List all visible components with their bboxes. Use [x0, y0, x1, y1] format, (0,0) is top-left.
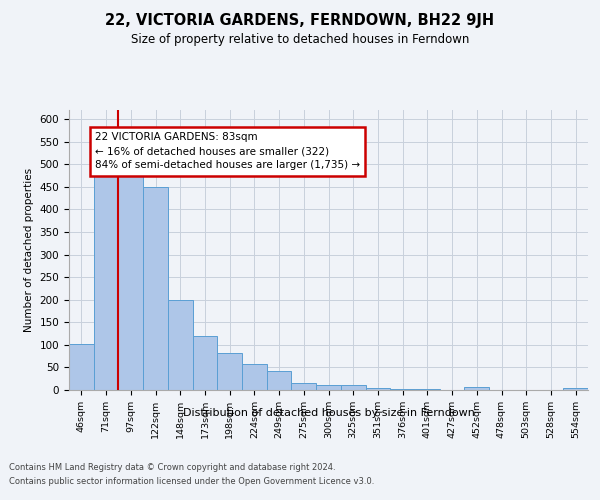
Y-axis label: Number of detached properties: Number of detached properties	[24, 168, 34, 332]
Bar	[464, 388, 489, 390]
Bar	[390, 389, 415, 390]
Bar	[143, 187, 168, 390]
Text: Contains HM Land Registry data © Crown copyright and database right 2024.: Contains HM Land Registry data © Crown c…	[9, 462, 335, 471]
Text: Contains public sector information licensed under the Open Government Licence v3: Contains public sector information licen…	[9, 478, 374, 486]
Bar	[242, 364, 267, 390]
Bar	[563, 388, 588, 390]
Bar	[118, 170, 143, 390]
Bar	[341, 386, 365, 390]
Bar	[316, 386, 341, 390]
Bar	[415, 389, 440, 390]
Text: 22, VICTORIA GARDENS, FERNDOWN, BH22 9JH: 22, VICTORIA GARDENS, FERNDOWN, BH22 9JH	[106, 12, 494, 28]
Bar	[267, 371, 292, 390]
Bar	[193, 336, 217, 390]
Text: 22 VICTORIA GARDENS: 83sqm
← 16% of detached houses are smaller (322)
84% of sem: 22 VICTORIA GARDENS: 83sqm ← 16% of deta…	[95, 132, 360, 170]
Bar	[292, 383, 316, 390]
Bar	[365, 388, 390, 390]
Bar	[94, 170, 118, 390]
Bar	[69, 344, 94, 390]
Text: Distribution of detached houses by size in Ferndown: Distribution of detached houses by size …	[183, 408, 475, 418]
Text: Size of property relative to detached houses in Ferndown: Size of property relative to detached ho…	[131, 32, 469, 46]
Bar	[217, 353, 242, 390]
Bar	[168, 300, 193, 390]
